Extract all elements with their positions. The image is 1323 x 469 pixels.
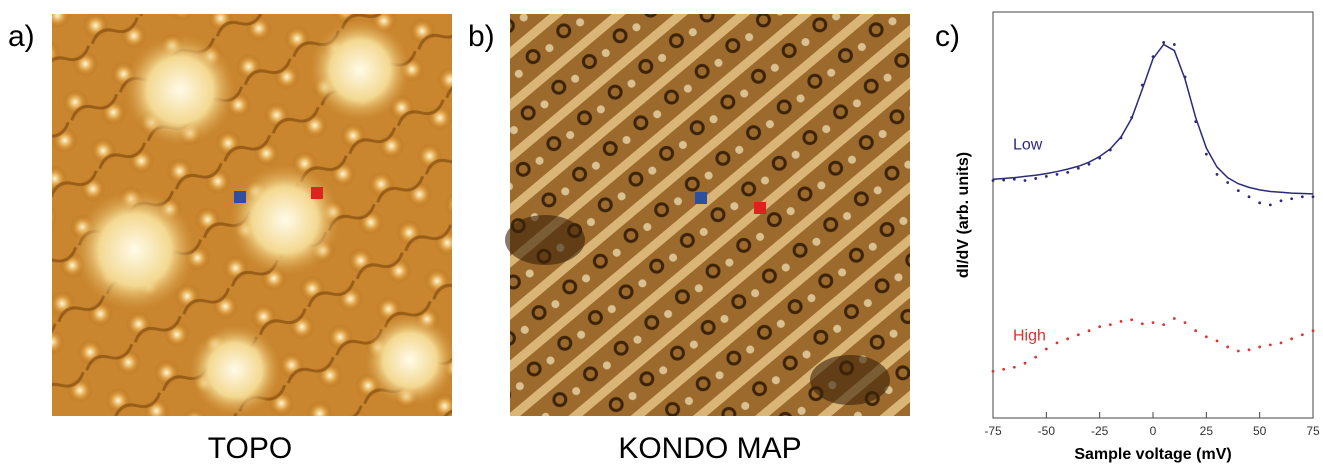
data-point bbox=[1258, 201, 1261, 204]
data-point bbox=[1280, 341, 1283, 344]
data-point bbox=[1077, 333, 1080, 336]
data-point bbox=[1162, 323, 1165, 326]
data-point bbox=[1258, 346, 1261, 349]
data-point bbox=[1141, 322, 1144, 325]
data-point bbox=[1120, 320, 1123, 323]
figure: a) TOPO b) KONDO MAP c) Sample voltage (… bbox=[0, 0, 1323, 464]
data-point bbox=[1248, 348, 1251, 351]
bright-cluster bbox=[310, 20, 410, 120]
data-point bbox=[1226, 181, 1229, 184]
data-point bbox=[1237, 350, 1240, 353]
panel-caption: TOPO bbox=[208, 432, 292, 464]
data-point bbox=[1184, 321, 1187, 324]
panel-letter: a) bbox=[8, 20, 35, 53]
y-axis-label: dI/dV (arb. units) bbox=[955, 152, 972, 278]
data-point bbox=[1024, 179, 1027, 182]
data-point bbox=[1152, 321, 1155, 324]
data-point bbox=[1301, 195, 1304, 198]
x-tick-label: -25 bbox=[1091, 424, 1109, 438]
data-point bbox=[1205, 153, 1208, 156]
data-point bbox=[1034, 356, 1037, 359]
marker-high bbox=[754, 202, 766, 214]
data-point bbox=[1312, 195, 1315, 198]
series-label: Low bbox=[1013, 137, 1043, 154]
bright-cluster bbox=[190, 325, 280, 415]
data-point bbox=[1056, 173, 1059, 176]
data-point bbox=[1269, 344, 1272, 347]
series-label: High bbox=[1013, 328, 1046, 345]
data-point bbox=[1226, 346, 1229, 349]
panel-a: a) TOPO bbox=[8, 14, 455, 464]
data-point bbox=[1237, 189, 1240, 192]
data-point bbox=[1130, 318, 1133, 321]
data-point bbox=[1216, 173, 1219, 176]
data-point bbox=[1290, 197, 1293, 200]
panel-caption: KONDO MAP bbox=[618, 432, 801, 464]
marker-low bbox=[234, 191, 246, 203]
data-point bbox=[1290, 337, 1293, 340]
data-point bbox=[1248, 195, 1251, 198]
bright-cluster bbox=[75, 190, 195, 310]
plot-frame bbox=[993, 12, 1313, 418]
marker-low bbox=[695, 192, 707, 204]
fit-line bbox=[993, 44, 1313, 193]
data-point bbox=[1034, 177, 1037, 180]
data-point bbox=[1002, 368, 1005, 371]
data-point bbox=[1216, 339, 1219, 342]
data-point bbox=[1013, 366, 1016, 369]
data-point bbox=[1269, 203, 1272, 206]
panel-letter: b) bbox=[468, 20, 495, 53]
data-point bbox=[1098, 325, 1101, 328]
data-point bbox=[1024, 362, 1027, 365]
data-point bbox=[1173, 43, 1176, 46]
panel-b: b) KONDO MAP bbox=[468, 14, 910, 464]
data-point bbox=[1077, 167, 1080, 170]
panel-letter: c) bbox=[935, 20, 960, 53]
x-axis-label: Sample voltage (mV) bbox=[1074, 446, 1231, 463]
data-point bbox=[1312, 329, 1315, 332]
marker-high bbox=[311, 187, 323, 199]
data-point bbox=[992, 370, 995, 373]
x-tick-label: -50 bbox=[1038, 424, 1056, 438]
data-point bbox=[1109, 323, 1112, 326]
x-tick-label: 0 bbox=[1150, 424, 1157, 438]
data-point bbox=[1280, 199, 1283, 202]
x-tick-label: 50 bbox=[1253, 424, 1267, 438]
data-point bbox=[1205, 335, 1208, 338]
data-point bbox=[1045, 175, 1048, 178]
data-point bbox=[1066, 337, 1069, 340]
bright-cluster bbox=[365, 315, 455, 405]
x-tick-label: -75 bbox=[984, 424, 1002, 438]
data-point bbox=[1301, 333, 1304, 336]
bright-cluster bbox=[125, 35, 235, 145]
dark-region bbox=[505, 215, 585, 265]
data-point bbox=[1173, 317, 1176, 320]
x-tick-label: 25 bbox=[1200, 424, 1214, 438]
data-point bbox=[1194, 329, 1197, 332]
data-point bbox=[1088, 329, 1091, 332]
dark-region bbox=[810, 355, 890, 405]
data-point bbox=[1056, 341, 1059, 344]
data-point bbox=[1066, 171, 1069, 174]
data-point bbox=[1045, 348, 1048, 351]
data-point bbox=[1162, 41, 1165, 44]
bright-cluster bbox=[230, 165, 340, 275]
x-tick-label: 75 bbox=[1306, 424, 1320, 438]
panel-c: c) Sample voltage (mV) dI/dV (arb. units… bbox=[935, 12, 1320, 463]
